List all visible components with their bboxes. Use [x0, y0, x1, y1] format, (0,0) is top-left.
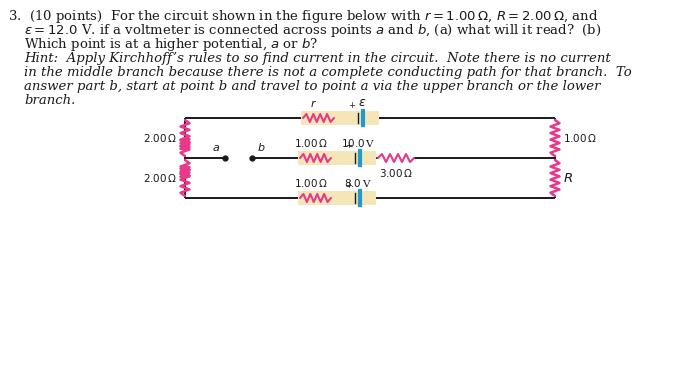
Text: +: + — [345, 141, 352, 150]
Text: $2.00\,\Omega$: $2.00\,\Omega$ — [142, 132, 177, 144]
Bar — [298, 191, 376, 205]
Text: answer part b, start at point b and travel to point a via the upper branch or th: answer part b, start at point b and trav… — [24, 80, 600, 93]
Text: in the middle branch because there is not a complete conducting path for that br: in the middle branch because there is no… — [24, 66, 632, 79]
Text: $2.00\,\Omega$: $2.00\,\Omega$ — [142, 172, 177, 184]
Text: branch.: branch. — [24, 94, 75, 107]
Text: $a$: $a$ — [212, 143, 220, 153]
Bar — [298, 151, 376, 165]
Text: $r$: $r$ — [311, 98, 318, 109]
Text: $b$: $b$ — [257, 141, 265, 153]
Text: Which point is at a higher potential, $a$ or $b$?: Which point is at a higher potential, $a… — [24, 36, 318, 53]
Text: +: + — [349, 101, 355, 110]
Text: $\varepsilon$: $\varepsilon$ — [358, 96, 366, 109]
Bar — [301, 111, 379, 125]
Text: 3.  (10 points)  For the circuit shown in the figure below with $r = 1.00\,\Omeg: 3. (10 points) For the circuit shown in … — [8, 8, 598, 25]
Text: $10.0\,$V: $10.0\,$V — [341, 137, 375, 149]
Text: Hint:  Apply Kirchhoff’s rules to so find current in the circuit.  Note there is: Hint: Apply Kirchhoff’s rules to so find… — [24, 52, 611, 65]
Text: $1.00\,\Omega$: $1.00\,\Omega$ — [294, 137, 328, 149]
Text: $1.00\,\Omega$: $1.00\,\Omega$ — [563, 132, 597, 144]
Text: $3.00\,\Omega$: $3.00\,\Omega$ — [379, 167, 413, 179]
Text: $1.00\,\Omega$: $1.00\,\Omega$ — [294, 177, 328, 189]
Text: $R$: $R$ — [563, 172, 573, 185]
Text: $\varepsilon = 12.0$ V. if a voltmeter is connected across points $a$ and $b$, (: $\varepsilon = 12.0$ V. if a voltmeter i… — [24, 22, 602, 39]
Text: $8.0\,$V: $8.0\,$V — [344, 177, 372, 189]
Text: +: + — [345, 181, 352, 190]
